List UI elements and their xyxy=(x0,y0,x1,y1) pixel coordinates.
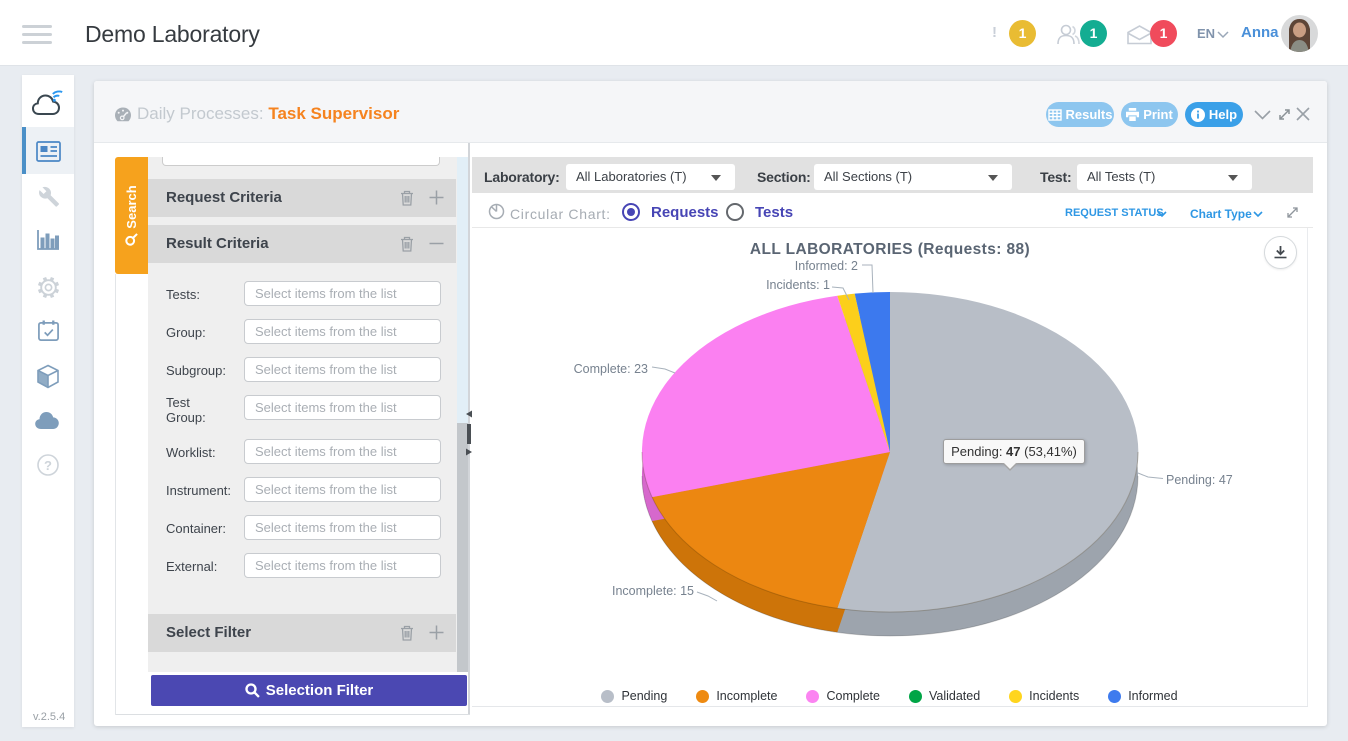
svg-text:?: ? xyxy=(44,458,52,473)
